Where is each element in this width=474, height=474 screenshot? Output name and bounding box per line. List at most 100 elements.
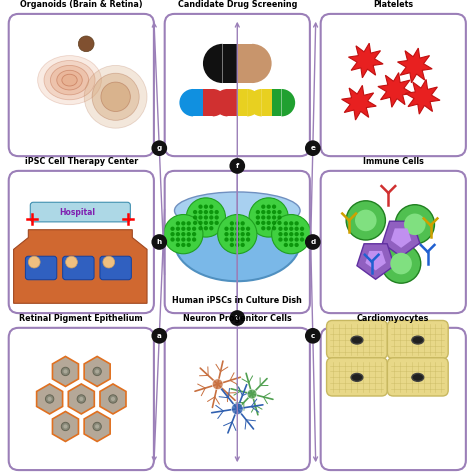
Circle shape (230, 227, 234, 231)
Circle shape (164, 215, 203, 254)
Circle shape (277, 210, 282, 214)
Polygon shape (398, 48, 432, 83)
Circle shape (283, 221, 288, 226)
Circle shape (390, 253, 412, 274)
Circle shape (61, 367, 70, 375)
Circle shape (198, 204, 203, 209)
Text: Cardiomyocytes: Cardiomyocytes (357, 314, 429, 323)
Circle shape (235, 237, 239, 242)
Circle shape (266, 221, 271, 225)
Ellipse shape (412, 374, 424, 381)
Text: Retinal Pigment Epithelium: Retinal Pigment Epithelium (19, 314, 143, 323)
Circle shape (235, 227, 239, 231)
Circle shape (272, 226, 276, 230)
Text: Platelets: Platelets (373, 0, 413, 9)
Circle shape (198, 221, 203, 225)
Circle shape (79, 397, 83, 401)
Circle shape (240, 232, 245, 237)
Circle shape (84, 65, 147, 128)
Polygon shape (53, 411, 79, 441)
Circle shape (294, 227, 299, 231)
Circle shape (289, 243, 293, 247)
Circle shape (266, 210, 271, 214)
Circle shape (277, 221, 282, 225)
FancyBboxPatch shape (26, 256, 57, 280)
Circle shape (229, 310, 245, 326)
Circle shape (193, 221, 197, 225)
Circle shape (181, 227, 185, 231)
Circle shape (170, 232, 175, 237)
Wedge shape (213, 89, 227, 117)
Polygon shape (100, 384, 126, 414)
Circle shape (64, 424, 67, 428)
Circle shape (278, 237, 283, 242)
Circle shape (246, 237, 250, 242)
Circle shape (272, 204, 276, 209)
Circle shape (95, 369, 99, 374)
Circle shape (176, 232, 180, 237)
Bar (203, 89, 213, 117)
Circle shape (186, 198, 226, 237)
Circle shape (294, 221, 299, 226)
Polygon shape (84, 411, 110, 441)
FancyBboxPatch shape (327, 358, 387, 396)
Polygon shape (365, 251, 386, 271)
FancyBboxPatch shape (164, 14, 310, 156)
Circle shape (192, 227, 196, 231)
Circle shape (103, 256, 115, 268)
Text: iPSC Cell Therapy Center: iPSC Cell Therapy Center (25, 157, 138, 166)
Circle shape (229, 158, 245, 174)
Circle shape (215, 215, 219, 219)
Circle shape (181, 237, 185, 242)
Circle shape (235, 232, 239, 237)
Circle shape (187, 237, 191, 242)
Circle shape (215, 221, 219, 225)
Circle shape (266, 204, 271, 209)
Circle shape (47, 397, 52, 401)
Circle shape (93, 422, 101, 431)
Ellipse shape (37, 55, 101, 105)
Bar (223, 44, 237, 83)
Circle shape (256, 210, 260, 214)
Circle shape (176, 243, 180, 247)
Ellipse shape (44, 61, 95, 100)
Ellipse shape (351, 374, 363, 381)
Circle shape (256, 215, 260, 219)
Circle shape (198, 226, 203, 230)
FancyBboxPatch shape (164, 171, 310, 313)
Circle shape (395, 205, 435, 244)
Circle shape (283, 243, 288, 247)
Polygon shape (342, 85, 376, 120)
Bar (237, 89, 247, 117)
Circle shape (261, 204, 265, 209)
Circle shape (176, 221, 180, 226)
Bar (228, 89, 237, 117)
Ellipse shape (57, 70, 82, 90)
Circle shape (278, 232, 283, 237)
Polygon shape (383, 221, 420, 257)
Circle shape (261, 226, 265, 230)
Circle shape (198, 210, 203, 214)
FancyBboxPatch shape (63, 256, 94, 280)
Circle shape (224, 227, 228, 231)
Circle shape (192, 237, 196, 242)
Text: d: d (310, 239, 315, 245)
Circle shape (249, 198, 288, 237)
Bar (262, 89, 272, 117)
Polygon shape (36, 384, 63, 414)
Circle shape (78, 36, 94, 52)
Circle shape (152, 234, 167, 250)
Polygon shape (348, 43, 383, 78)
Text: g: g (157, 145, 162, 151)
Circle shape (277, 215, 282, 219)
Circle shape (230, 237, 234, 242)
Text: e: e (310, 145, 315, 151)
Circle shape (289, 237, 293, 242)
Circle shape (240, 221, 245, 226)
Circle shape (64, 369, 67, 374)
Circle shape (204, 204, 208, 209)
Circle shape (289, 232, 293, 237)
Text: Organoids (Brain & Retina): Organoids (Brain & Retina) (20, 0, 143, 9)
Wedge shape (247, 89, 261, 117)
Circle shape (65, 256, 77, 268)
